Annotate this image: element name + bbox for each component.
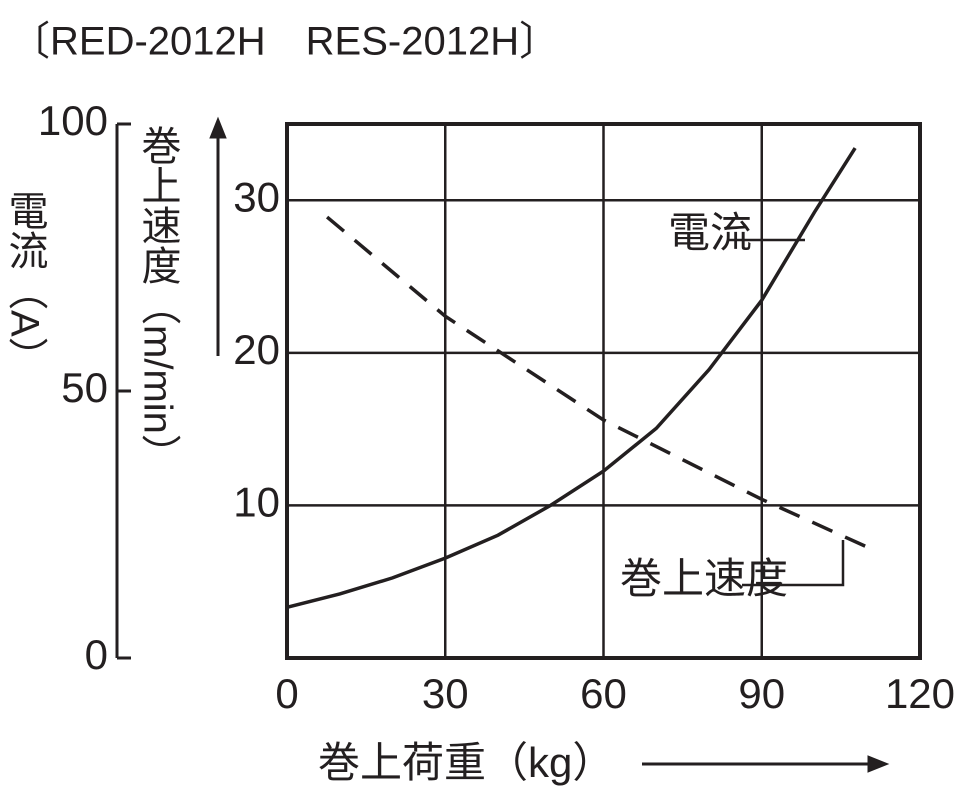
x-tick-label: 120 <box>885 670 955 717</box>
x-tick-label: 90 <box>738 670 785 717</box>
y-tick-label: 50 <box>61 364 108 411</box>
y-tick-label: 0 <box>85 631 108 678</box>
y-tick-label: 100 <box>38 97 108 144</box>
y2-tick-label: 20 <box>233 326 280 373</box>
x-axis-label: 巻上荷重（kg） <box>318 739 614 786</box>
series-label: 巻上速度 <box>620 555 788 602</box>
y2-tick-label: 10 <box>233 479 280 526</box>
x-tick-label: 30 <box>422 670 469 717</box>
plot-border <box>285 122 922 660</box>
y2-axis-label: 巻上速度（m/min） <box>135 125 181 474</box>
y-axis-label: 電流（A） <box>2 190 48 377</box>
x-tick-label: 0 <box>275 670 298 717</box>
arrows <box>209 116 890 773</box>
series-line <box>325 215 867 549</box>
chart-title: 〔RED-2012H RES-2012H〕 <box>10 20 559 64</box>
series-label: 電流 <box>668 209 752 256</box>
y2-tick-label: 30 <box>233 173 280 220</box>
leader-lines <box>727 238 845 587</box>
x-tick-label: 60 <box>580 670 627 717</box>
series-line <box>286 147 857 609</box>
